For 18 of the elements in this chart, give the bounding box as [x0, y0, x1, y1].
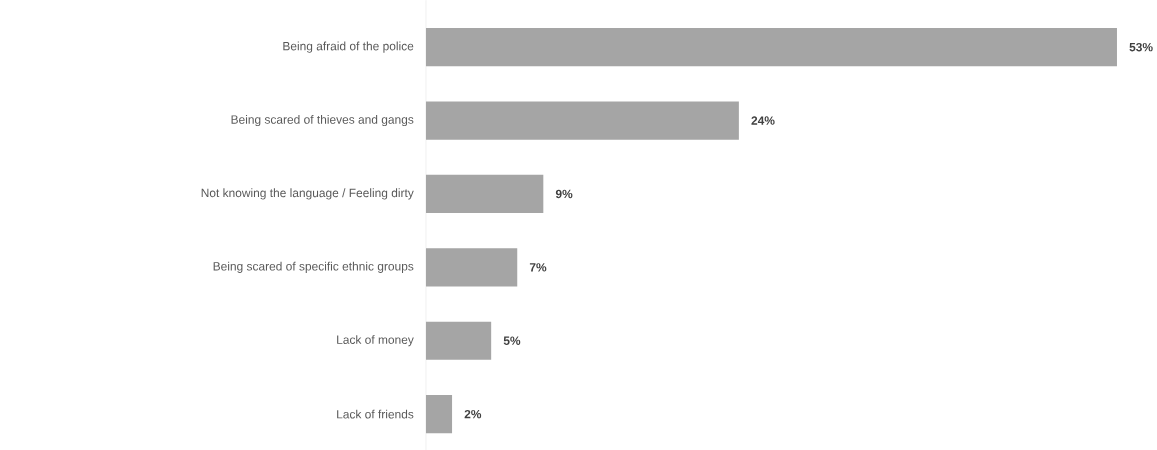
- bar: [425, 248, 518, 287]
- data-label: 24%: [751, 116, 775, 125]
- data-label: 5%: [503, 336, 521, 345]
- bar: [425, 321, 492, 360]
- y-tick-label: Not knowing the language / Feeling dirty: [201, 188, 414, 200]
- y-tick-label: Being afraid of the police: [283, 41, 414, 53]
- bar: [425, 174, 544, 213]
- bar: [425, 101, 739, 140]
- data-label: 2%: [464, 409, 482, 419]
- y-tick-label: Being scared of specific ethnic groups: [213, 261, 414, 273]
- bar: [425, 27, 1117, 67]
- data-label: 53%: [1129, 42, 1153, 52]
- data-label: 7%: [529, 263, 547, 272]
- y-tick-label: Lack of money: [337, 335, 414, 347]
- data-label: 9%: [555, 189, 573, 199]
- bar: [425, 394, 453, 434]
- y-tick-label: Being scared of thieves and gangs: [231, 114, 414, 126]
- y-tick-label: Lack of friends: [337, 409, 414, 419]
